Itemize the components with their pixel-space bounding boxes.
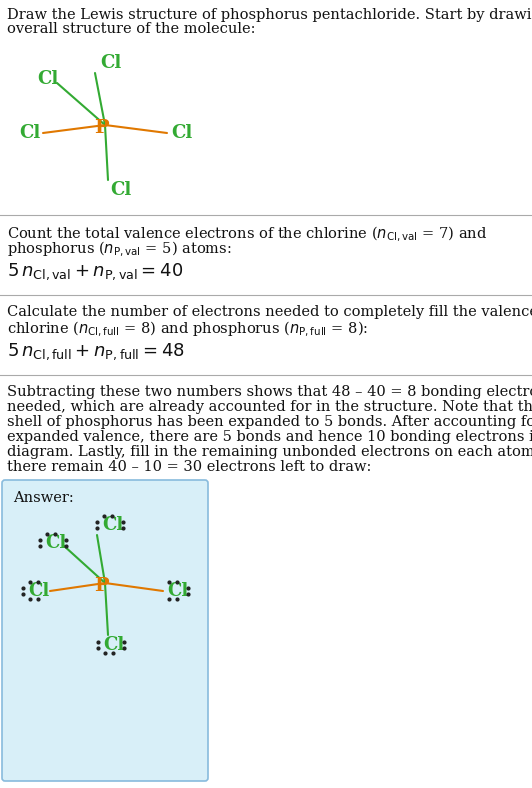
Text: phosphorus ($n_\mathrm{P,val}$ = 5) atoms:: phosphorus ($n_\mathrm{P,val}$ = 5) atom… [7, 240, 231, 259]
Text: Cl: Cl [103, 636, 124, 654]
Text: Cl: Cl [45, 534, 66, 552]
Text: diagram. Lastly, fill in the remaining unbonded electrons on each atom. In total: diagram. Lastly, fill in the remaining u… [7, 445, 532, 459]
Text: Count the total valence electrons of the chlorine ($n_\mathrm{Cl,val}$ = 7) and: Count the total valence electrons of the… [7, 225, 487, 244]
Text: Cl: Cl [110, 181, 131, 199]
Text: Cl: Cl [167, 582, 188, 600]
Text: needed, which are already accounted for in the structure. Note that the valence: needed, which are already accounted for … [7, 400, 532, 414]
Text: Cl: Cl [28, 582, 49, 600]
Text: Cl: Cl [171, 124, 192, 142]
Text: chlorine ($n_\mathrm{Cl,full}$ = 8) and phosphorus ($n_\mathrm{P,full}$ = 8):: chlorine ($n_\mathrm{Cl,full}$ = 8) and … [7, 320, 368, 340]
FancyBboxPatch shape [2, 480, 208, 781]
Text: Answer:: Answer: [13, 491, 74, 505]
Text: shell of phosphorus has been expanded to 5 bonds. After accounting for the: shell of phosphorus has been expanded to… [7, 415, 532, 429]
Text: expanded valence, there are 5 bonds and hence 10 bonding electrons in the: expanded valence, there are 5 bonds and … [7, 430, 532, 444]
Text: P: P [94, 119, 109, 137]
Text: Calculate the number of electrons needed to completely fill the valence shells f: Calculate the number of electrons needed… [7, 305, 532, 319]
Text: Subtracting these two numbers shows that 48 – 40 = 8 bonding electrons are: Subtracting these two numbers shows that… [7, 385, 532, 399]
Text: Cl: Cl [37, 70, 58, 88]
Text: Cl: Cl [19, 124, 40, 142]
Text: P: P [94, 577, 109, 595]
Text: Draw the Lewis structure of phosphorus pentachloride. Start by drawing the: Draw the Lewis structure of phosphorus p… [7, 8, 532, 22]
Text: overall structure of the molecule:: overall structure of the molecule: [7, 22, 255, 36]
Text: Cl: Cl [100, 54, 121, 72]
Text: $5\,n_\mathrm{Cl,full} + n_\mathrm{P,full} = 48$: $5\,n_\mathrm{Cl,full} + n_\mathrm{P,ful… [7, 341, 185, 362]
Text: $5\,n_\mathrm{Cl,val} + n_\mathrm{P,val} = 40$: $5\,n_\mathrm{Cl,val} + n_\mathrm{P,val}… [7, 261, 183, 281]
Text: there remain 40 – 10 = 30 electrons left to draw:: there remain 40 – 10 = 30 electrons left… [7, 460, 371, 474]
Text: Cl: Cl [102, 516, 123, 534]
